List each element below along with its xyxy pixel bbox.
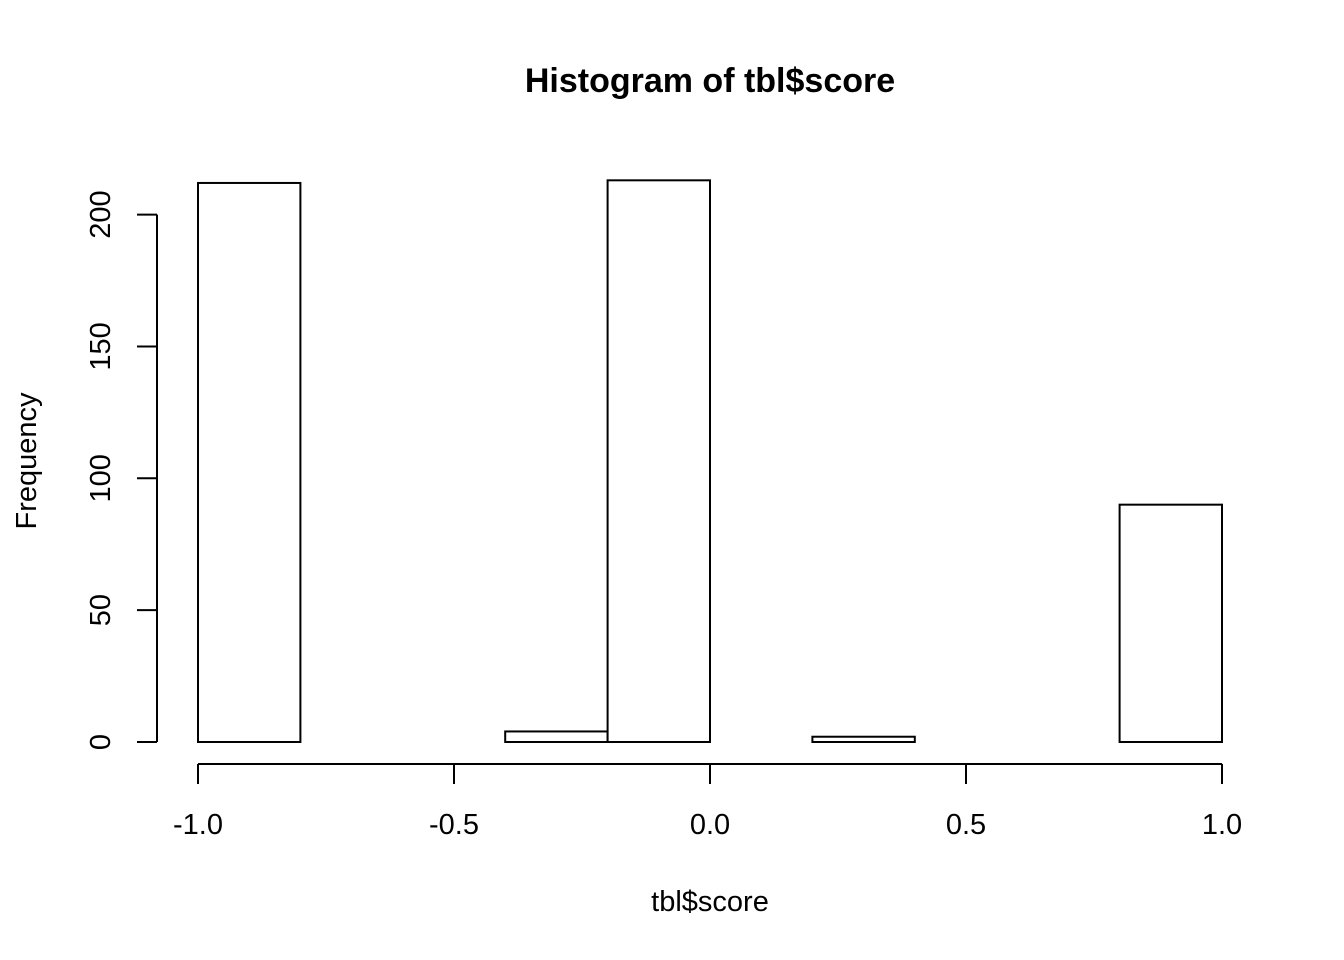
- y-tick-label: 50: [85, 594, 117, 626]
- x-axis-label: tbl$score: [651, 886, 769, 918]
- y-tick-label: 200: [85, 190, 117, 238]
- histogram-bar-1: [197, 181, 302, 743]
- x-tick-label: -0.5: [429, 809, 479, 841]
- x-tick-label: 1.0: [1202, 809, 1242, 841]
- histogram-bar-5: [606, 179, 711, 744]
- histogram-bar-10: [1118, 503, 1223, 744]
- bars-group: [197, 179, 1223, 744]
- x-axis: -1.0 -0.5 0.0 0.5 1.0: [173, 763, 1242, 841]
- y-tick-label: 0: [85, 734, 117, 750]
- y-axis: 0 50 100 150 200: [85, 190, 158, 750]
- x-tick-label: 0.5: [946, 809, 986, 841]
- y-axis-label: Frequency: [11, 392, 43, 530]
- y-tick-label: 100: [85, 454, 117, 502]
- y-tick-label: 150: [85, 322, 117, 370]
- histogram-bar-7: [811, 735, 916, 744]
- x-tick-label: -1.0: [173, 809, 223, 841]
- histogram-bar-4: [504, 730, 609, 744]
- x-tick-label: 0.0: [690, 809, 730, 841]
- chart-title: Histogram of tbl$score: [525, 62, 895, 100]
